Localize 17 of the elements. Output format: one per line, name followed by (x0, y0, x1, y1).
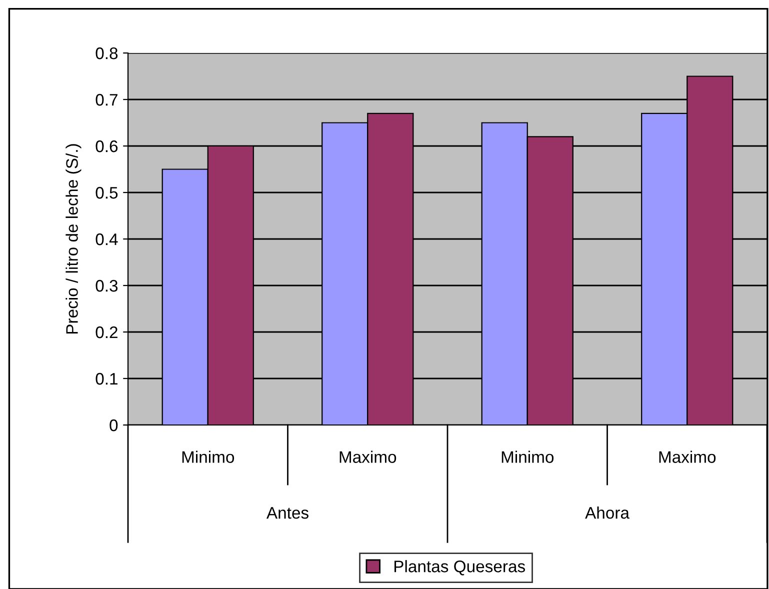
x-tick-label: Minimo (502, 450, 554, 463)
y-tick-label: 0.3 (96, 280, 118, 292)
y-tick-label: 0 (110, 419, 118, 432)
x-tick-label: Maximo (340, 450, 396, 463)
y-axis-title: Precio / litro de leche (S/.) (66, 144, 82, 334)
y-tick-label: 0.7 (96, 94, 118, 106)
y-tick-label: 0.1 (96, 372, 118, 385)
y-tick-label: 0.4 (96, 233, 118, 246)
x-tick-label: Minimo (182, 450, 234, 463)
x-tick-label: Maximo (659, 450, 716, 463)
y-tick-label: 0.2 (96, 326, 118, 338)
y-tick-label: 0.6 (96, 140, 118, 152)
y-tick-label: 0.5 (96, 186, 118, 199)
y-tick-label: 0.8 (96, 47, 118, 60)
text: Antes (266, 507, 308, 519)
legend-label: Plantas Queseras (394, 560, 525, 576)
text: Ahora (585, 506, 630, 519)
